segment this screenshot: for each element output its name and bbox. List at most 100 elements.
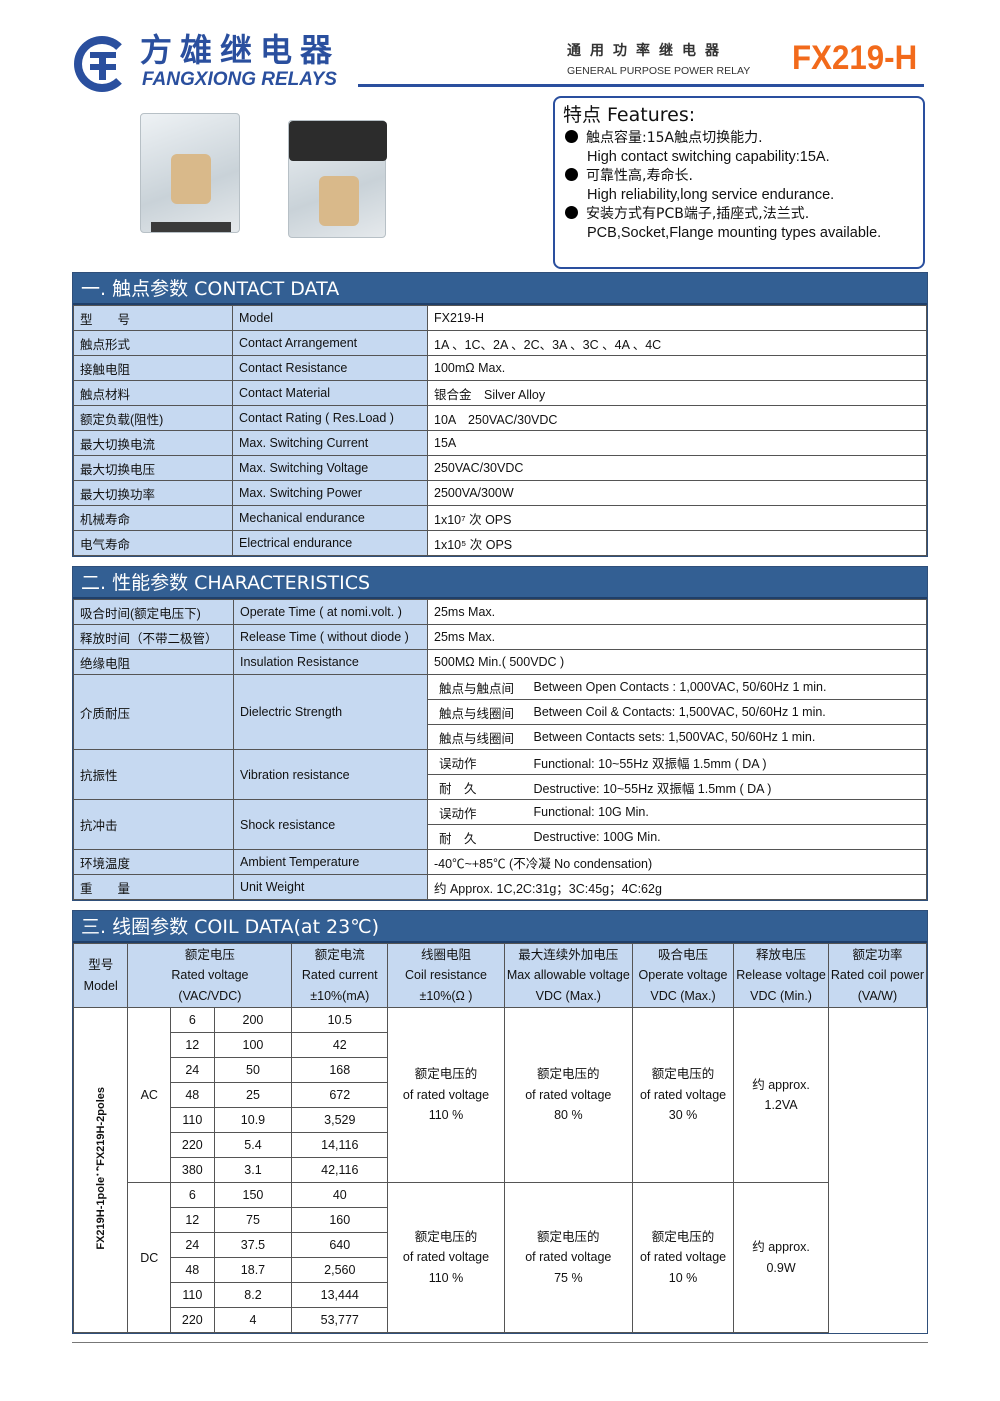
cell-line: 110 % (428, 1108, 464, 1123)
model-title: FX219-H (792, 39, 918, 77)
logo-icon (74, 36, 130, 92)
column-header: 线圈电阻 Coil resistance ±10%(Ω ) (387, 943, 505, 1008)
feature-cn: 安装方式有PCB端子,插座式,法兰式. (586, 206, 810, 222)
rated-voltage: 220 (170, 1132, 215, 1158)
features-title: 特点 Features: (563, 104, 696, 126)
header-line: 型号 (88, 958, 114, 972)
feature-en: PCB,Socket,Flange mounting types availab… (587, 225, 882, 241)
feature-en: High reliability,long service endurance. (587, 187, 835, 203)
cell-line: 额定电压的 (414, 1067, 478, 1082)
header-line: VDC (Max.) (650, 988, 716, 1003)
value-condition: 耐 久 (427, 824, 532, 850)
label-en: Model (232, 305, 428, 331)
rated-current: 100 (213, 1032, 293, 1058)
rated-voltage: 48 (170, 1257, 215, 1283)
coil-resistance: 3,529 (291, 1107, 389, 1133)
value: 25ms Max. (427, 624, 927, 650)
cell-line: 额定电压的 (537, 1229, 600, 1244)
cell-line: of rated voltage (402, 1250, 490, 1265)
header-line: 额定功率 (852, 947, 903, 962)
label-en: Max. Switching Voltage (232, 455, 428, 481)
value-condition: 触点与线圈间 (427, 699, 532, 725)
table-row: 重 量 Unit Weight 约 Approx. 1C,2C:31g；3C:45g… (73, 874, 927, 900)
feature-cn: 触点容量:15A触点切换能力. (586, 130, 763, 146)
header-divider (358, 84, 924, 87)
value: 银合金 Silver Alloy (427, 380, 927, 406)
cell-line: 30 % (668, 1108, 698, 1123)
cell-line: 额定电压的 (414, 1229, 478, 1244)
supply-type: DC (127, 1182, 171, 1333)
header-row: 型号 Model 额定电压 Rated voltage (VAC/VDC) 额定电流 Rat… (72, 943, 928, 1008)
label-cn: 接触电阻 (73, 355, 233, 381)
table-row: 环境温度 Ambient Temperature -40℃~+85℃ (不冷凝 No… (73, 849, 927, 875)
rated-voltage: 380 (170, 1157, 215, 1183)
table-row: 抗冲击 Shock resistance 误动作 Functional: 10G Mi… (73, 799, 927, 850)
rated-voltage: 24 (170, 1232, 215, 1258)
value: 10A 250VAC/30VDC (427, 405, 927, 431)
coil-resistance: 42 (291, 1032, 389, 1058)
rated-current: 37.5 (213, 1232, 293, 1258)
label-cn: 吸合时间(额定电压下) (73, 599, 234, 625)
rated-voltage: 24 (170, 1057, 215, 1083)
rated-voltage: 110 (170, 1107, 215, 1133)
header-line: 吸合电压 (658, 947, 709, 962)
characteristics-section: 二. 性能参数 CHARACTERISTICS 吸合时间(额定电压下) Opera… (72, 566, 928, 901)
label-cn: 释放时间（不带二极管） (73, 624, 234, 650)
label-cn: 型 号 (73, 305, 233, 331)
subtitle-cn: 通用功率继电器 (567, 43, 728, 59)
coil-data-section: 三. 线圈参数 COIL DATA(at 23℃) 型号 Model 额定电压 Rat… (72, 910, 928, 1334)
value-condition: 误动作 (427, 749, 532, 775)
table-row: DC 6 150 40 额定电压的 of rated voltage 110 % 额定电压的 o… (74, 1182, 927, 1333)
label-cn: 电气寿命 (73, 530, 233, 556)
label-en: Vibration resistance (233, 749, 428, 800)
label-en: Operate Time ( at nomi.volt. ) (233, 599, 428, 625)
coil-data-title: 三. 线圈参数 COIL DATA(at 23℃) (73, 911, 927, 943)
rated-current: 200 (213, 1007, 293, 1033)
table-row: 12 100 42 (74, 1032, 927, 1058)
value-condition: 误动作 (427, 799, 532, 825)
supply-type: AC (127, 1007, 171, 1183)
table-row: 型 号 Model FX219-H (73, 305, 927, 331)
label-en: Unit Weight (233, 874, 428, 900)
rated-current: 75 (213, 1207, 293, 1233)
column-header: 吸合电压 Operate voltage VDC (Max.) (631, 943, 735, 1008)
header-line: Operate voltage (638, 968, 728, 983)
header-line: VDC (Min.) (750, 988, 812, 1003)
value: 1A 、1C、2A 、2C、3A 、3C 、4A 、4C (427, 330, 927, 356)
release-voltage: 额定电压的 of rated voltage 10 % (631, 1182, 735, 1333)
rated-voltage: 6 (170, 1007, 215, 1033)
max-voltage: 额定电压的 of rated voltage 110 % (387, 1182, 505, 1333)
coil-resistance: 640 (291, 1232, 389, 1258)
label-cn: 最大切换电流 (73, 430, 233, 456)
header-line: 额定电流 (314, 947, 365, 962)
header-line: ±10%(Ω ) (419, 988, 473, 1003)
header-line: ±10%(mA) (310, 988, 370, 1003)
value: 1x10⁷ 次 OPS (427, 505, 927, 531)
table-row: 接触电阻 Contact Resistance 100mΩ Max. (73, 355, 927, 381)
header-line: VDC (Max.) (535, 988, 601, 1003)
cell-line: 约 approx. (752, 1240, 810, 1254)
label-cn: 触点材料 (73, 380, 233, 406)
footer-divider (72, 1342, 928, 1343)
table-row: 释放时间（不带二极管） Release Time ( without diode … (73, 624, 927, 650)
feature-item: 触点容量:15A触点切换能力. (565, 129, 915, 148)
value-condition: 触点与触点间 (427, 674, 532, 700)
bullet-icon (565, 206, 578, 219)
header-line: Model (83, 978, 118, 993)
operate-voltage: 额定电压的 of rated voltage 80 % (503, 1007, 633, 1183)
value: FX219-H (427, 305, 927, 331)
feature-item: 可靠性高,寿命长. (565, 167, 915, 186)
rated-voltage: 12 (170, 1207, 215, 1233)
value: 1x10⁵ 次 OPS (427, 530, 927, 556)
column-header: 型号 Model (72, 943, 129, 1008)
table-row: 触点与线圈间 Between Coil & Contacts: 1,500VAC,… (74, 699, 927, 725)
power-voltage: 约 approx. 1.2VA (733, 1007, 829, 1183)
label-en: Electrical endurance (232, 530, 428, 556)
header-line: Max allowable voltage (506, 968, 630, 983)
cell-line: of rated voltage (525, 1087, 612, 1102)
cell-line: 额定电压的 (651, 1067, 715, 1082)
relay-photo-front (140, 113, 240, 233)
release-voltage: 额定电压的 of rated voltage 30 % (631, 1007, 735, 1183)
table-row: 110 10.9 3,529 (74, 1107, 927, 1133)
column-header: 最大连续外加电压 Max allowable voltage VDC (Max.) (503, 943, 633, 1008)
